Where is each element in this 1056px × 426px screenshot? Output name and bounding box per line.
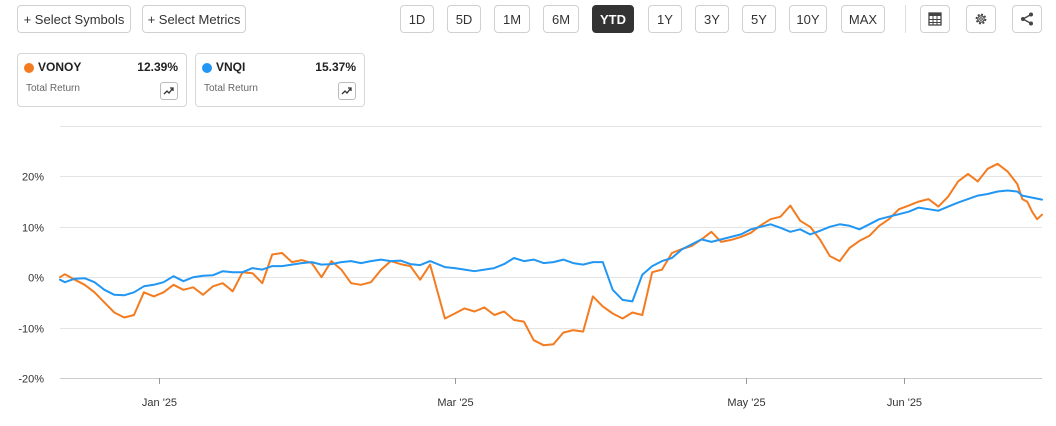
select-metrics-button[interactable]: + Select Metrics bbox=[142, 5, 246, 33]
symbol-name: VNQI bbox=[216, 60, 246, 74]
range-6m-button[interactable]: 6M bbox=[543, 5, 579, 33]
series-color-dot bbox=[24, 63, 34, 73]
x-tick-label: May '25 bbox=[727, 397, 765, 409]
symbol-card-vonoy[interactable]: VONOY 12.39% Total Return bbox=[17, 53, 187, 107]
range-5y-button[interactable]: 5Y bbox=[742, 5, 776, 33]
y-tick-label: 0% bbox=[28, 273, 44, 285]
select-symbols-button[interactable]: + Select Symbols bbox=[17, 5, 131, 33]
symbol-name: VONOY bbox=[38, 60, 82, 74]
settings-button[interactable] bbox=[966, 5, 996, 33]
table-icon bbox=[928, 12, 942, 26]
trend-chart-button[interactable] bbox=[338, 82, 356, 100]
metric-label: Total Return bbox=[204, 83, 258, 94]
series-line-vonoy bbox=[59, 162, 1043, 347]
x-tick-label: Mar '25 bbox=[437, 397, 473, 409]
toolbar-divider bbox=[905, 5, 906, 33]
y-tick-label: -20% bbox=[18, 374, 44, 386]
share-button[interactable] bbox=[1012, 5, 1042, 33]
symbol-return-value: 15.37% bbox=[315, 60, 356, 74]
y-tick-label: -10% bbox=[18, 324, 44, 336]
metric-label: Total Return bbox=[26, 83, 80, 94]
range-max-button[interactable]: MAX bbox=[841, 5, 885, 33]
table-view-button[interactable] bbox=[920, 5, 950, 33]
symbol-card-vnqi[interactable]: VNQI 15.37% Total Return bbox=[195, 53, 365, 107]
share-icon bbox=[1021, 12, 1033, 26]
x-tick-label: Jun '25 bbox=[887, 397, 922, 409]
symbol-return-value: 12.39% bbox=[137, 60, 178, 74]
trend-up-icon bbox=[341, 87, 352, 95]
trend-chart-button[interactable] bbox=[160, 82, 178, 100]
y-tick-label: 20% bbox=[22, 172, 44, 184]
range-ytd-button[interactable]: YTD bbox=[592, 5, 634, 33]
range-1m-button[interactable]: 1M bbox=[494, 5, 530, 33]
range-5d-button[interactable]: 5D bbox=[447, 5, 481, 33]
range-1y-button[interactable]: 1Y bbox=[648, 5, 682, 33]
gear-icon bbox=[975, 13, 987, 25]
y-tick-label: 10% bbox=[22, 223, 44, 235]
series-line-vnqi bbox=[59, 189, 1043, 303]
trend-up-icon bbox=[163, 87, 174, 95]
range-3y-button[interactable]: 3Y bbox=[695, 5, 729, 33]
range-1d-button[interactable]: 1D bbox=[400, 5, 434, 33]
x-tick-label: Jan '25 bbox=[142, 397, 177, 409]
range-10y-button[interactable]: 10Y bbox=[789, 5, 827, 33]
series-color-dot bbox=[202, 63, 212, 73]
